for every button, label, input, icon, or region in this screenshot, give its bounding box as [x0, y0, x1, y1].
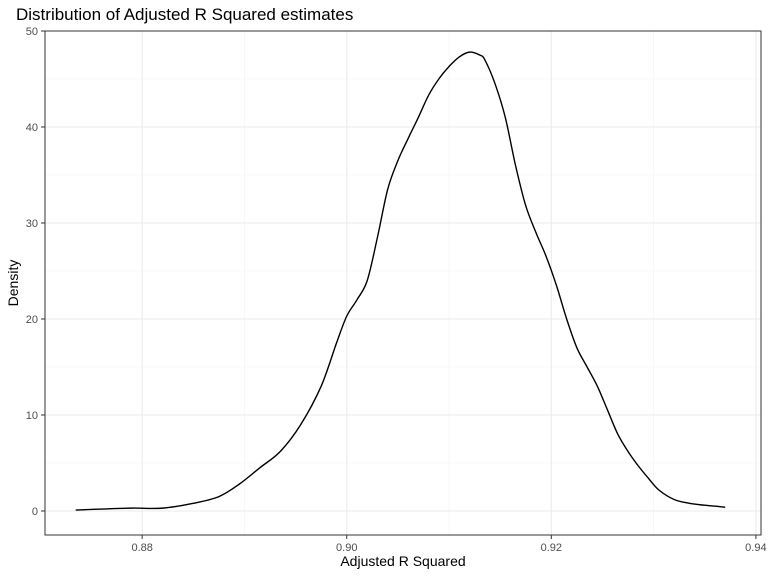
x-tick-label: 0.94 — [745, 542, 766, 554]
plot-panel — [44, 30, 762, 536]
panel-border — [44, 30, 762, 536]
x-tick-label: 0.88 — [131, 542, 152, 554]
y-tick-label: 10 — [26, 410, 38, 422]
chart-title: Distribution of Adjusted R Squared estim… — [16, 5, 353, 24]
y-tick-label: 20 — [26, 314, 38, 326]
minor-gridlines — [45, 31, 761, 535]
y-tick-label: 50 — [26, 26, 38, 38]
y-axis-title: Density — [5, 260, 21, 307]
x-axis-title: Adjusted R Squared — [340, 553, 465, 569]
y-axis: 0 10 20 30 40 50 — [26, 26, 45, 518]
x-tick-label: 0.90 — [336, 542, 357, 554]
y-tick-label: 40 — [26, 122, 38, 134]
density-curve — [75, 51, 726, 511]
x-axis: 0.88 0.90 0.92 0.94 — [131, 535, 767, 554]
x-tick-label: 0.92 — [541, 542, 562, 554]
y-tick-label: 0 — [32, 506, 38, 518]
y-tick-label: 30 — [26, 218, 38, 230]
